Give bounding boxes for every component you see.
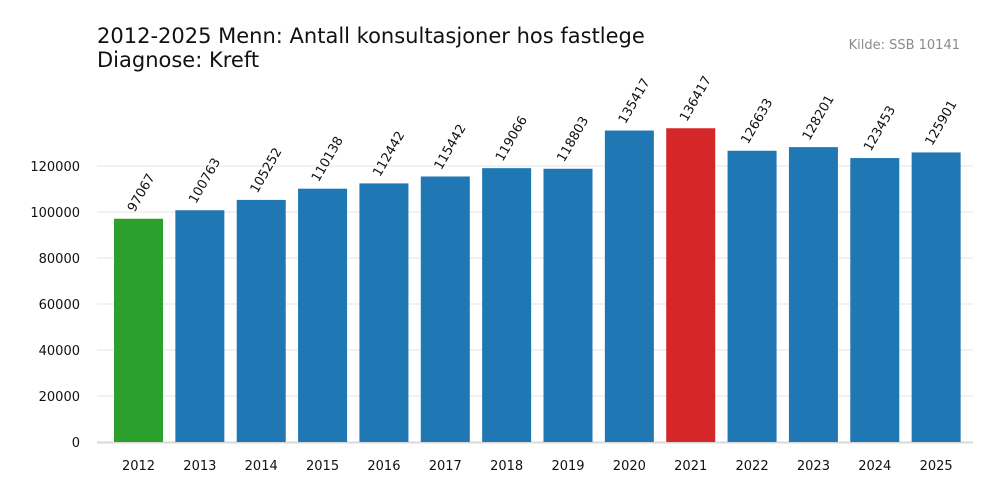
bar-2015 xyxy=(298,188,348,442)
bar-2014 xyxy=(236,199,286,442)
chart-title-line-2: Diagnose: Kreft xyxy=(97,48,260,72)
data-label-2014: 105252 xyxy=(248,145,286,195)
x-tick-label-2015: 2015 xyxy=(306,459,339,474)
bar-2022 xyxy=(727,150,777,443)
data-label-2013: 100763 xyxy=(186,156,224,206)
bar-2018 xyxy=(482,168,532,442)
data-label-2015: 110138 xyxy=(309,134,347,184)
data-label-2022: 126633 xyxy=(739,96,777,146)
data-label-2023: 128201 xyxy=(800,93,838,143)
x-tick-label-2025: 2025 xyxy=(920,459,953,474)
data-label-2025: 125901 xyxy=(923,98,961,148)
x-tick-label-2014: 2014 xyxy=(245,459,278,474)
data-label-2012: 97067 xyxy=(125,171,159,214)
y-tick-label-40000: 40000 xyxy=(39,344,80,359)
chart-title: 2012-2025 Menn: Antall konsultasjoner ho… xyxy=(97,24,645,72)
data-label-2016: 112442 xyxy=(370,129,408,179)
bar-2017 xyxy=(420,176,470,442)
bar-2012 xyxy=(114,218,163,442)
source-label: Kilde: SSB 10141 xyxy=(848,38,960,53)
data-label-2020: 135417 xyxy=(616,76,654,126)
data-label-2021: 136417 xyxy=(677,74,715,124)
bar-2024 xyxy=(850,158,900,442)
y-tick-label-80000: 80000 xyxy=(39,252,80,267)
x-tick-label-2024: 2024 xyxy=(858,459,891,474)
x-tick-label-2023: 2023 xyxy=(797,459,830,474)
data-label-2024: 123453 xyxy=(861,104,899,154)
x-tick-label-2016: 2016 xyxy=(367,459,400,474)
data-label-2017: 115442 xyxy=(432,122,470,172)
x-tick-label-2020: 2020 xyxy=(613,459,646,474)
data-label-2018: 119066 xyxy=(493,114,531,164)
x-tick-label-2019: 2019 xyxy=(551,459,584,474)
x-tick-label-2021: 2021 xyxy=(674,459,707,474)
bar-2013 xyxy=(175,210,225,442)
bar-2021 xyxy=(666,128,716,442)
bar-2019 xyxy=(543,168,593,442)
bar-2016 xyxy=(359,183,409,442)
x-tick-label-2022: 2022 xyxy=(736,459,769,474)
x-tick-label-2012: 2012 xyxy=(122,459,155,474)
bar-2020 xyxy=(604,130,654,442)
x-tick-label-2017: 2017 xyxy=(429,459,462,474)
bar-2025 xyxy=(911,152,961,442)
y-tick-label-60000: 60000 xyxy=(39,298,80,313)
bar-2023 xyxy=(788,147,838,442)
chart-title-line-1: 2012-2025 Menn: Antall konsultasjoner ho… xyxy=(97,24,645,48)
y-tick-label-20000: 20000 xyxy=(39,390,80,405)
y-tick-label-100000: 100000 xyxy=(30,206,80,221)
y-tick-label-120000: 120000 xyxy=(30,160,80,175)
data-label-2019: 118803 xyxy=(554,114,592,164)
x-tick-label-2018: 2018 xyxy=(490,459,523,474)
x-tick-label-2013: 2013 xyxy=(183,459,216,474)
y-tick-label-0: 0 xyxy=(72,436,80,451)
